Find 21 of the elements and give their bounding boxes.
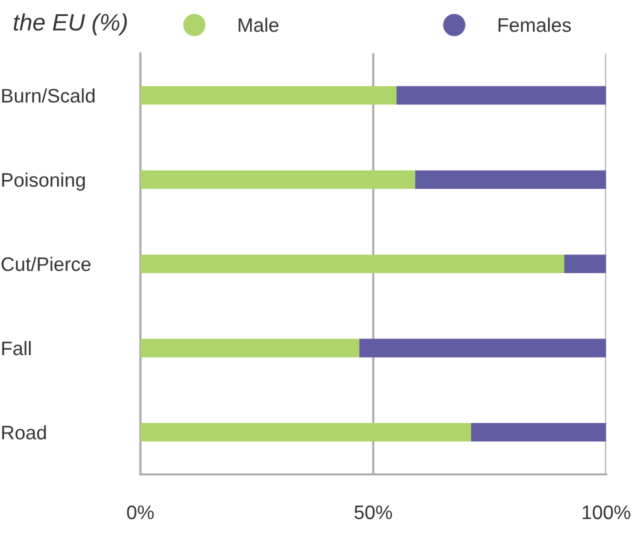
x-tick-label: 0% bbox=[127, 505, 154, 520]
bar bbox=[564, 254, 606, 274]
bar bbox=[140, 170, 416, 189]
y-tick-label: Poisoning bbox=[2, 172, 85, 191]
x-tick-label: 50% bbox=[354, 505, 392, 520]
bar bbox=[140, 86, 397, 105]
y-tick-label: Burn/Scald bbox=[2, 88, 94, 103]
legend-label: Females bbox=[498, 18, 571, 32]
legend-label: Male bbox=[238, 18, 278, 32]
x-tick-label: 100% bbox=[582, 505, 630, 520]
y-tick-label: Road bbox=[2, 425, 46, 440]
bar bbox=[415, 170, 606, 189]
bar bbox=[140, 338, 360, 358]
y-tick-label: Cut/Pierce bbox=[2, 256, 91, 272]
bar bbox=[471, 423, 606, 442]
bar bbox=[359, 338, 606, 358]
bar bbox=[396, 86, 606, 105]
y-tick-label: Fall bbox=[2, 341, 31, 356]
chart-title: the EU (%) bbox=[14, 13, 127, 36]
bar bbox=[140, 254, 564, 274]
bar bbox=[140, 423, 472, 442]
